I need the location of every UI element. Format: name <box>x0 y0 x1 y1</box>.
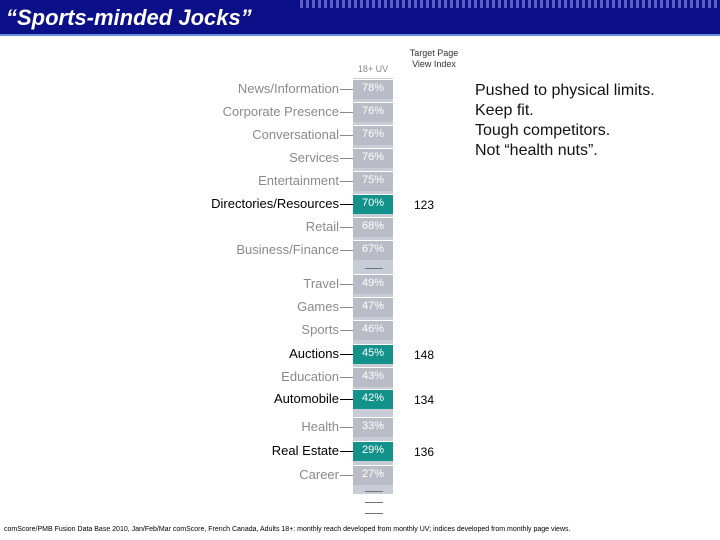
category-label: Career <box>299 467 339 482</box>
segment-description: Pushed to physical limits. Keep fit. Tou… <box>475 81 655 161</box>
leader-line <box>340 475 353 476</box>
uv-value: 76% <box>361 128 385 140</box>
leader-line <box>340 204 353 205</box>
uv-value: 33% <box>361 420 385 432</box>
uv-value: 76% <box>361 151 385 163</box>
index-value: 134 <box>414 393 435 407</box>
category-label: Education <box>281 369 339 384</box>
page-title: “Sports-minded Jocks” <box>6 5 252 30</box>
category-label: Travel <box>303 276 339 291</box>
category-label: Directories/Resources <box>211 196 339 211</box>
category-label: Retail <box>305 219 339 234</box>
uv-value: 46% <box>361 323 385 335</box>
uv-value: 47% <box>361 300 385 312</box>
leader-line <box>340 427 353 428</box>
leader-line <box>340 284 353 285</box>
uv-bar-cell: 42% <box>353 389 393 409</box>
header-rule <box>0 34 720 36</box>
leader-line <box>340 307 353 308</box>
leader-line <box>340 377 353 378</box>
category-label: Games <box>297 299 339 314</box>
uv-bar-cell: 76% <box>353 102 393 122</box>
leader-line <box>340 227 353 228</box>
uv-value: 67% <box>361 243 385 255</box>
category-label: Conversational <box>252 127 339 142</box>
index-column-header: Target Page View Index <box>398 48 470 70</box>
uv-bar-cell: 47% <box>353 297 393 317</box>
header-stripes <box>300 0 720 8</box>
uv-bar-cell: 27% <box>353 465 393 485</box>
index-column-header-line2: View Index <box>412 59 456 69</box>
uv-value: 42% <box>361 392 385 404</box>
section-divider <box>365 268 383 269</box>
uv-column-header: 18+ UV <box>357 64 389 74</box>
uv-bar-cell: 76% <box>353 148 393 168</box>
leader-line <box>340 89 353 90</box>
leader-line <box>340 135 353 136</box>
leader-line <box>340 330 353 331</box>
leader-line <box>340 250 353 251</box>
category-label: Business/Finance <box>236 242 339 257</box>
leader-line <box>340 399 353 400</box>
description-line: Not “health nuts”. <box>475 142 598 159</box>
section-divider <box>365 491 383 492</box>
uv-value: 45% <box>361 347 385 359</box>
uv-value: 68% <box>361 220 385 232</box>
uv-value: 27% <box>361 468 385 480</box>
category-label: Corporate Presence <box>222 104 339 119</box>
uv-bar-cell: 49% <box>353 274 393 294</box>
uv-value: 78% <box>361 82 385 94</box>
uv-value: 70% <box>361 197 385 209</box>
leader-line <box>340 112 353 113</box>
uv-bar-cell: 70% <box>353 194 393 214</box>
uv-value: 43% <box>361 370 385 382</box>
category-label: Services <box>289 150 339 165</box>
uv-bar-cell: 45% <box>353 344 393 364</box>
category-label: News/Information <box>237 81 339 96</box>
uv-value: 49% <box>361 277 385 289</box>
uv-bar-cell: 43% <box>353 367 393 387</box>
leader-line <box>340 354 353 355</box>
category-label: Real Estate <box>271 443 339 458</box>
source-footnote: comScore/PMB Fusion Data Base 2010, Jan/… <box>4 526 571 533</box>
category-label: Automobile <box>273 391 339 406</box>
uv-bar-cell: 76% <box>353 125 393 145</box>
uv-bar-cell: 78% <box>353 79 393 99</box>
category-label: Auctions <box>289 346 339 361</box>
uv-bar-cell: 46% <box>353 320 393 340</box>
index-column-header-line1: Target Page <box>409 48 459 58</box>
leader-line <box>340 181 353 182</box>
uv-bar-cell: 75% <box>353 171 393 191</box>
description-line: Tough competitors. <box>475 122 611 139</box>
uv-value: 29% <box>361 444 385 456</box>
section-divider <box>365 513 383 514</box>
description-line: Pushed to physical limits. <box>475 82 655 99</box>
uv-bar-cell: 68% <box>353 217 393 237</box>
description-line: Keep fit. <box>475 102 534 119</box>
uv-value: 76% <box>361 105 385 117</box>
leader-line <box>340 158 353 159</box>
uv-bar-cell: 33% <box>353 417 393 437</box>
category-label: Health <box>301 419 339 434</box>
leader-line <box>340 451 353 452</box>
category-label: Entertainment <box>258 173 339 188</box>
section-divider <box>365 502 383 503</box>
uv-bar-cell: 29% <box>353 441 393 461</box>
uv-value: 75% <box>361 174 385 186</box>
category-label: Sports <box>301 322 339 337</box>
index-value: 148 <box>414 348 435 362</box>
index-value: 136 <box>414 445 435 459</box>
uv-bar-cell: 67% <box>353 240 393 260</box>
index-value: 123 <box>414 198 435 212</box>
